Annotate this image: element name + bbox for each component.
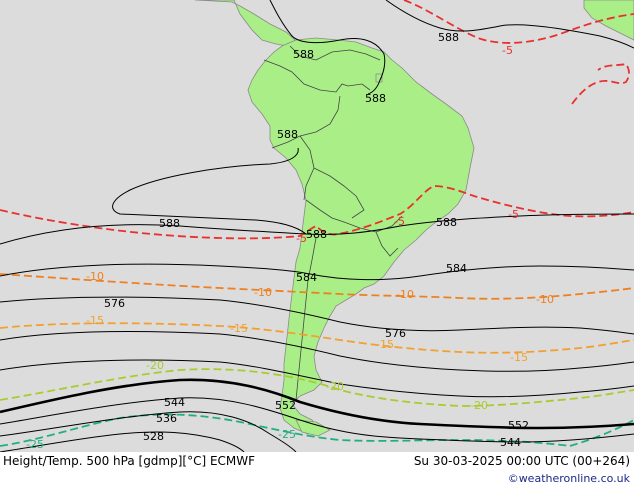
label-minus20: -20	[470, 399, 488, 412]
isotherm-labels: -5 -5 -5 -5 -10 -10 -10 -10 -15 -15 -15 …	[26, 44, 554, 451]
isotherm-minus5-north	[403, 0, 634, 44]
label-minus15: -15	[510, 351, 528, 364]
label-minus25: -25	[278, 428, 296, 441]
contour-588-north	[385, 0, 634, 49]
weather-map: 588 588 588 588 588 588 588 584 584 576 …	[0, 0, 634, 452]
label-minus20: -20	[326, 380, 344, 393]
contour-588-main	[0, 213, 634, 245]
isotherm-minus25	[0, 413, 571, 447]
label-minus5: -5	[502, 44, 513, 57]
label-minus10: -10	[86, 270, 104, 283]
label-544: 544	[500, 436, 521, 449]
label-588: 588	[438, 31, 459, 44]
label-576: 576	[104, 297, 125, 310]
contour-536	[0, 411, 297, 452]
isotherm-minus5-west	[0, 185, 634, 240]
label-minus10: -10	[536, 293, 554, 306]
valid-time: Su 30-03-2025 00:00 UTC (00+264)	[413, 454, 630, 468]
label-584: 584	[446, 262, 467, 275]
tierra-del-fuego	[295, 419, 331, 437]
label-minus15: -15	[86, 314, 104, 327]
isotherm-minus5-east	[571, 62, 630, 105]
map-title: Height/Temp. 500 hPa [gdmp][°C] ECMWF	[3, 454, 256, 468]
contour-584	[0, 263, 634, 281]
label-588: 588	[436, 216, 457, 229]
label-588: 588	[159, 217, 180, 230]
isotherm-minus15	[0, 322, 634, 354]
contour-552	[0, 378, 634, 430]
label-544: 544	[164, 396, 185, 409]
isotherms	[0, 0, 634, 447]
contour-528	[0, 431, 245, 452]
map-footer: Height/Temp. 500 hPa [gdmp][°C] ECMWF Su…	[0, 452, 634, 490]
label-588: 588	[306, 228, 327, 241]
label-minus15: -15	[230, 322, 248, 335]
map-canvas: 588 588 588 588 588 588 588 584 584 576 …	[0, 0, 634, 452]
label-minus5: -5	[296, 232, 307, 245]
label-minus5: -5	[508, 208, 519, 221]
label-552: 552	[275, 399, 296, 412]
contour-mid-1	[0, 331, 634, 372]
isotherm-minus10	[0, 273, 634, 300]
caribbean-islands	[583, 0, 634, 41]
label-576: 576	[385, 327, 406, 340]
height-contours	[0, 0, 634, 452]
label-minus25: -25	[26, 438, 44, 451]
label-minus20: -20	[146, 359, 164, 372]
label-minus5: -5	[394, 215, 405, 228]
label-584: 584	[296, 271, 317, 284]
contour-588-top	[269, 0, 386, 95]
height-labels: 588 588 588 588 588 588 588 584 584 576 …	[104, 31, 529, 449]
label-588: 588	[277, 128, 298, 141]
label-588: 588	[293, 48, 314, 61]
credit-link[interactable]: ©weatheronline.co.uk	[507, 472, 630, 485]
contour-544	[0, 397, 634, 443]
label-minus10: -10	[396, 288, 414, 301]
isotherm-minus20	[0, 368, 634, 407]
label-536: 536	[156, 412, 177, 425]
label-minus15: -15	[376, 338, 394, 351]
contour-588-loop	[112, 147, 307, 235]
label-minus10: -10	[254, 286, 272, 299]
contour-mid-2	[0, 359, 634, 398]
contour-576	[0, 296, 634, 335]
label-552: 552	[508, 419, 529, 432]
label-588: 588	[365, 92, 386, 105]
label-528: 528	[143, 430, 164, 443]
borders	[263, 45, 403, 401]
